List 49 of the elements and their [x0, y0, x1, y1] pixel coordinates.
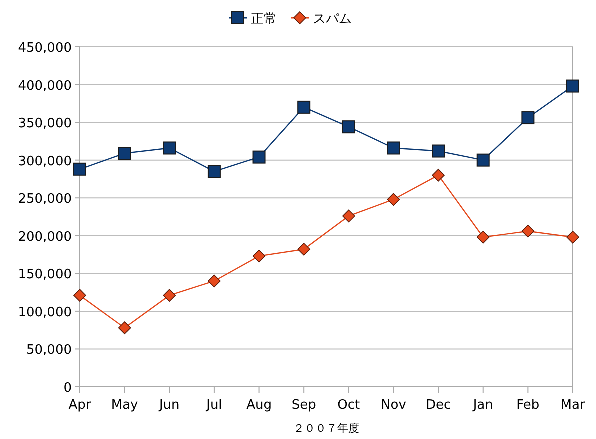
point — [208, 165, 221, 178]
point — [342, 210, 356, 223]
x-tick-label: May — [111, 398, 139, 413]
x-tick-label: Sep — [292, 398, 316, 413]
x-tick-label: Feb — [516, 398, 540, 413]
y-tick-label: 0 — [64, 381, 72, 396]
y-tick-label: 450,000 — [18, 41, 72, 56]
x-tick-label: Jan — [472, 398, 494, 413]
x-tick-label: Oct — [338, 398, 360, 413]
y-tick-label: 100,000 — [18, 305, 72, 320]
point — [163, 142, 176, 155]
x-tick-label: Nov — [381, 398, 407, 413]
point — [298, 100, 311, 114]
point — [432, 144, 446, 158]
point — [387, 193, 400, 206]
point — [566, 231, 580, 244]
point — [522, 224, 535, 238]
point — [118, 147, 132, 160]
x-tick-label: Dec — [426, 398, 452, 413]
point — [74, 289, 86, 302]
x-tick-label: Mar — [560, 398, 586, 413]
point — [118, 322, 132, 334]
x-tick-label: Aug — [246, 398, 272, 413]
x-axis-title: ２００７年度 — [294, 422, 360, 435]
point — [522, 112, 535, 125]
y-tick-label: 250,000 — [18, 192, 72, 208]
point — [208, 274, 221, 288]
point — [298, 243, 310, 256]
point — [566, 80, 580, 93]
x-tick-label: Jul — [206, 398, 222, 413]
y-tick-label: 200,000 — [18, 230, 72, 245]
y-tick-label: 50,000 — [26, 343, 72, 358]
point — [163, 289, 176, 302]
x-tick-label: Apr — [68, 398, 92, 413]
y-tick-label: 300,000 — [18, 154, 72, 170]
y-tick-label: 400,000 — [18, 78, 72, 94]
point — [476, 154, 490, 167]
y-tick-label: 350,000 — [18, 116, 72, 132]
y-tick-label: 150,000 — [18, 268, 72, 283]
point — [252, 150, 266, 164]
point — [432, 169, 445, 182]
legend-label: 正常 — [251, 12, 277, 27]
legend-label: スパム — [313, 12, 352, 27]
point — [342, 120, 356, 134]
point — [476, 231, 490, 244]
point — [74, 162, 86, 176]
point — [387, 142, 400, 155]
point — [252, 250, 266, 263]
x-tick-label: Jun — [158, 398, 180, 413]
